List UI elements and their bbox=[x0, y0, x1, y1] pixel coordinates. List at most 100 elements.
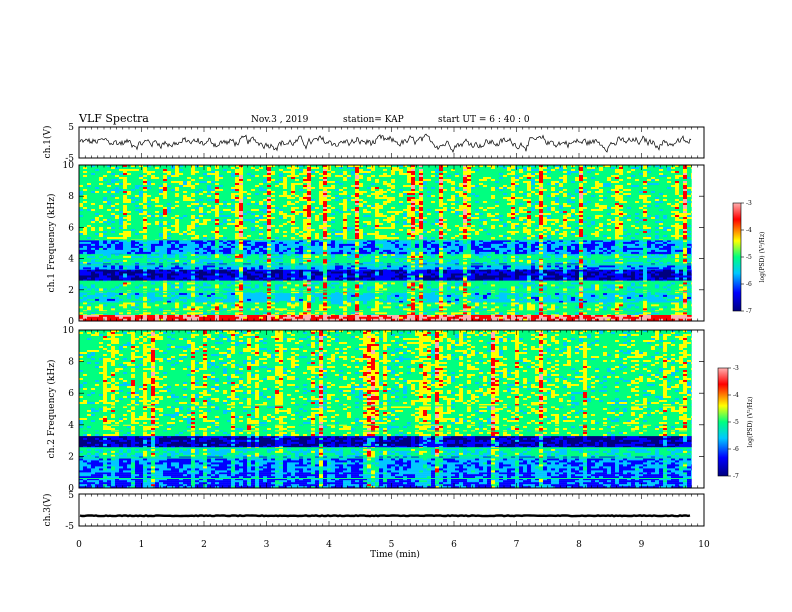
spectrogram-cell bbox=[619, 273, 624, 276]
spectrogram-cell bbox=[91, 279, 96, 281]
spectrogram-cell bbox=[523, 277, 528, 280]
spectrogram-cell bbox=[151, 306, 156, 309]
spectrogram-cell bbox=[247, 275, 252, 278]
spectrogram-cell bbox=[535, 294, 540, 298]
spectrogram-cell bbox=[643, 292, 648, 296]
spectrogram-cell bbox=[619, 314, 624, 317]
spectrogram-cell bbox=[271, 284, 276, 287]
spectrogram-cell bbox=[311, 271, 316, 274]
spectrogram-cell bbox=[155, 308, 160, 311]
spectrogram-cell bbox=[455, 296, 460, 300]
spectrogram-cell bbox=[335, 292, 340, 294]
spectrogram-cell bbox=[375, 275, 380, 278]
spectrogram-cell bbox=[491, 306, 496, 309]
spectrogram-cell bbox=[471, 314, 476, 317]
spectrogram-cell bbox=[123, 269, 128, 272]
spectrogram-cell bbox=[199, 286, 204, 289]
spectrogram-cell bbox=[603, 292, 608, 294]
spectrogram-cell bbox=[551, 282, 556, 285]
spectrogram-cell bbox=[655, 306, 660, 309]
spectrogram-cell bbox=[135, 275, 140, 278]
spectrogram-cell bbox=[283, 279, 288, 281]
spectrogram-cell bbox=[311, 269, 316, 272]
spectrogram-cell bbox=[251, 306, 256, 309]
spectrogram-cell bbox=[479, 277, 484, 280]
spectrogram-cell bbox=[359, 292, 364, 294]
spectrogram-cell bbox=[475, 304, 480, 307]
spectrogram-cell bbox=[503, 314, 508, 315]
spectrogram-cell bbox=[167, 292, 172, 294]
spectrogram-cell bbox=[171, 296, 176, 300]
spectrogram-cell bbox=[443, 284, 448, 287]
spectrogram-cell bbox=[667, 316, 672, 319]
spectrogram-cell bbox=[539, 275, 544, 278]
spectrogram-cell bbox=[671, 298, 676, 302]
spectrogram-cell bbox=[543, 265, 548, 268]
spectrogram-cell bbox=[399, 314, 404, 315]
spectrogram-cell bbox=[263, 304, 268, 307]
spectrogram-cell bbox=[683, 306, 688, 309]
spectrogram-cell bbox=[535, 279, 540, 281]
spectrogram-cell bbox=[307, 275, 312, 278]
spectrogram-cell bbox=[427, 286, 432, 289]
spectrogram-cell bbox=[455, 286, 460, 289]
spectrogram-cell bbox=[535, 296, 540, 300]
spectrogram-cell bbox=[315, 308, 320, 311]
spectrogram-cell bbox=[239, 296, 244, 300]
spectrogram-cell bbox=[299, 308, 304, 311]
spectrogram-cell bbox=[371, 279, 376, 281]
spectrogram-cell bbox=[243, 314, 248, 315]
spectrogram-cell bbox=[603, 304, 608, 307]
spectrogram-cell bbox=[655, 292, 660, 294]
spectrogram-cell bbox=[435, 304, 440, 307]
spectrogram-cell bbox=[595, 265, 600, 268]
spectrogram-cell bbox=[615, 275, 620, 278]
spectrogram-cell bbox=[115, 292, 120, 294]
spectrogram-cell bbox=[539, 288, 544, 291]
spectrogram-cell bbox=[491, 288, 496, 291]
spectrogram-cell bbox=[631, 271, 636, 274]
spectrogram-cell bbox=[127, 282, 132, 285]
spectrogram-cell bbox=[303, 294, 308, 298]
spectrogram-cell bbox=[327, 300, 332, 303]
spectrogram-cell bbox=[339, 300, 344, 303]
spectrogram-cell bbox=[435, 279, 440, 281]
spectrogram-cell bbox=[427, 296, 432, 300]
spectrogram-cell bbox=[471, 288, 476, 291]
spectrogram-cell bbox=[687, 314, 692, 315]
spectrogram-cell bbox=[283, 296, 288, 300]
spectrogram-cell bbox=[203, 314, 208, 315]
spectrogram-cell bbox=[83, 316, 88, 319]
spectrogram-cell bbox=[111, 300, 116, 303]
spectrogram-cell bbox=[567, 292, 572, 294]
spectrogram-cell bbox=[203, 316, 208, 319]
spectrogram-cell bbox=[259, 294, 264, 298]
spectrogram-cell bbox=[447, 312, 452, 315]
spectrogram-cell bbox=[663, 298, 668, 302]
spectrogram-cell bbox=[455, 302, 460, 305]
spectrogram-cell bbox=[403, 300, 408, 303]
spectrogram-cell bbox=[595, 304, 600, 307]
spectrogram-cell bbox=[371, 282, 376, 285]
spectrogram-cell bbox=[623, 304, 628, 307]
spectrogram-cell bbox=[395, 292, 400, 296]
spectrogram-cell bbox=[183, 271, 188, 274]
spectrogram-cell bbox=[463, 286, 468, 289]
spectrogram-cell bbox=[115, 267, 120, 270]
spectrogram-cell bbox=[575, 273, 580, 276]
spectrogram-cell bbox=[687, 279, 692, 281]
spectrogram-cell bbox=[303, 275, 308, 278]
spectrogram-cell bbox=[595, 308, 600, 311]
spectrogram-cell bbox=[275, 302, 280, 305]
spectrogram-cell bbox=[375, 273, 380, 276]
spectrogram-cell bbox=[231, 279, 236, 281]
spectrogram-cell bbox=[523, 269, 528, 272]
spectrogram-cell bbox=[647, 282, 652, 285]
spectrogram-cell bbox=[287, 300, 292, 303]
spectrogram-cell bbox=[327, 294, 332, 298]
spectrogram-cell bbox=[471, 312, 476, 315]
spectrogram-cell bbox=[335, 288, 340, 291]
spectrogram-cell bbox=[435, 286, 440, 289]
spectrogram-cell bbox=[247, 271, 252, 274]
spectrogram-cell bbox=[279, 298, 284, 302]
